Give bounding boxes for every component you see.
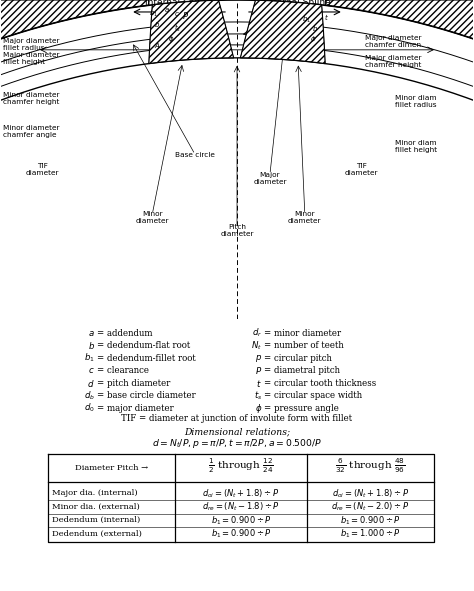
- Text: $b_1 = 0.900 \div P$: $b_1 = 0.900 \div P$: [210, 528, 272, 540]
- Text: $A$: $A$: [154, 41, 161, 50]
- Text: $d_r$: $d_r$: [252, 327, 262, 339]
- Text: Pitch
diameter: Pitch diameter: [220, 225, 254, 238]
- Text: $d_{oi} = (N_t + 1.8) \div P$: $d_{oi} = (N_t + 1.8) \div P$: [332, 487, 409, 499]
- Text: Minor diam
fillet radius: Minor diam fillet radius: [394, 95, 436, 108]
- Text: = dedendum-fillet root: = dedendum-fillet root: [97, 353, 196, 363]
- Text: $P$: $P$: [255, 365, 262, 376]
- Text: = diametral pitch: = diametral pitch: [264, 366, 340, 375]
- Text: Minor
diameter: Minor diameter: [288, 212, 321, 225]
- Text: $b$: $b$: [154, 20, 160, 28]
- Text: = number of teeth: = number of teeth: [264, 341, 344, 350]
- Text: = addendum: = addendum: [97, 329, 153, 337]
- Polygon shape: [325, 0, 474, 95]
- Text: Internal Spline: Internal Spline: [145, 0, 211, 7]
- Text: Dimensional relations;: Dimensional relations;: [184, 427, 290, 436]
- Text: $a$: $a$: [164, 6, 170, 14]
- Text: $b$: $b$: [88, 340, 95, 351]
- Text: $\phi$: $\phi$: [255, 402, 262, 415]
- Text: = circular tooth thickness: = circular tooth thickness: [264, 379, 376, 388]
- Text: $\frac{1}{2}$ through $\frac{12}{24}$: $\frac{1}{2}$ through $\frac{12}{24}$: [208, 456, 274, 475]
- Text: $b_1$: $b_1$: [302, 15, 311, 25]
- Text: Minor diameter
chamfer height: Minor diameter chamfer height: [3, 92, 59, 105]
- Text: $\phi$: $\phi$: [168, 34, 174, 44]
- Text: P: P: [182, 12, 187, 21]
- Text: Major diameter
fillet radius: Major diameter fillet radius: [3, 38, 59, 51]
- Text: $t_s$: $t_s$: [254, 389, 262, 402]
- Polygon shape: [0, 0, 149, 95]
- Text: = circular pitch: = circular pitch: [264, 353, 332, 363]
- Text: = base circle diameter: = base circle diameter: [97, 391, 196, 400]
- Text: = dedendum-flat root: = dedendum-flat root: [97, 341, 190, 350]
- Text: $t$: $t$: [256, 378, 262, 389]
- Text: Major dia. (internal): Major dia. (internal): [52, 489, 137, 497]
- Text: Dedendum (external): Dedendum (external): [52, 530, 142, 538]
- Text: = major diameter: = major diameter: [97, 404, 174, 413]
- Text: Diameter Pitch →: Diameter Pitch →: [75, 463, 148, 472]
- Text: $b_1 = 0.900 \div P$: $b_1 = 0.900 \div P$: [210, 514, 272, 527]
- Text: $b_1 = 1.000 \div P$: $b_1 = 1.000 \div P$: [340, 528, 401, 540]
- Text: = pitch diameter: = pitch diameter: [97, 379, 170, 388]
- Text: Major diameter
chamfer height: Major diameter chamfer height: [365, 55, 421, 68]
- Text: Side of
tooth: Side of tooth: [277, 15, 303, 34]
- Text: Minor diam
fillet height: Minor diam fillet height: [394, 139, 437, 152]
- Text: $a$: $a$: [88, 329, 95, 337]
- Text: $t$: $t$: [324, 12, 329, 22]
- Text: $c$: $c$: [174, 10, 180, 18]
- Text: $b_1$: $b_1$: [84, 352, 95, 365]
- Text: $b_1$: $b_1$: [149, 9, 158, 19]
- Text: = circular space width: = circular space width: [264, 391, 362, 400]
- Text: Minor diameter
chamfer angle: Minor diameter chamfer angle: [3, 125, 59, 138]
- Polygon shape: [149, 0, 234, 64]
- Text: = pressure angle: = pressure angle: [264, 404, 339, 413]
- Text: $t_s$: $t_s$: [173, 23, 181, 34]
- Text: $d_b$: $d_b$: [84, 389, 95, 402]
- Text: Major
diameter: Major diameter: [253, 171, 287, 184]
- Text: Dedendum (internal): Dedendum (internal): [52, 517, 140, 524]
- Text: $b$: $b$: [311, 24, 318, 33]
- Text: $p$: $p$: [255, 353, 262, 363]
- Text: Minor
diameter: Minor diameter: [136, 212, 169, 225]
- Text: $d$: $d$: [88, 378, 95, 389]
- Text: Base circle: Base circle: [175, 152, 215, 158]
- Text: $b_1 = 0.900 \div P$: $b_1 = 0.900 \div P$: [340, 514, 401, 527]
- Text: Major diameter
chamfer dimen.: Major diameter chamfer dimen.: [365, 35, 423, 48]
- Text: $d_0$: $d_0$: [84, 402, 95, 414]
- Text: $d_{oi} = (N_t + 1.8) \div P$: $d_{oi} = (N_t + 1.8) \div P$: [202, 487, 280, 499]
- Text: = minor diameter: = minor diameter: [264, 329, 341, 337]
- Text: $N_t$: $N_t$: [251, 339, 262, 352]
- Text: TIF
diameter: TIF diameter: [26, 163, 59, 176]
- Text: $\phi$: $\phi$: [310, 34, 316, 44]
- Text: TIF
diameter: TIF diameter: [345, 163, 378, 176]
- Text: External Spline: External Spline: [263, 0, 331, 7]
- Text: Minor dia. (external): Minor dia. (external): [52, 503, 140, 511]
- Text: = clearance: = clearance: [97, 366, 149, 375]
- Text: Major diameter
fillet height: Major diameter fillet height: [3, 52, 59, 65]
- Text: $d_{re} = (N_t - 2.0) \div P$: $d_{re} = (N_t - 2.0) \div P$: [331, 501, 410, 513]
- Text: $d_{re} = (N_t - 1.8) \div P$: $d_{re} = (N_t - 1.8) \div P$: [202, 501, 280, 513]
- Polygon shape: [240, 0, 325, 64]
- Text: $d = N_t/P, p = \pi/P, t = \pi/2P, a = 0.500/P$: $d = N_t/P, p = \pi/P, t = \pi/2P, a = 0…: [152, 437, 322, 450]
- Text: $\frac{6}{32}$ through $\frac{48}{96}$: $\frac{6}{32}$ through $\frac{48}{96}$: [335, 456, 406, 475]
- Text: TIF = diameter at junction of involute form with fillet: TIF = diameter at junction of involute f…: [121, 414, 353, 423]
- Text: $c$: $c$: [88, 366, 95, 375]
